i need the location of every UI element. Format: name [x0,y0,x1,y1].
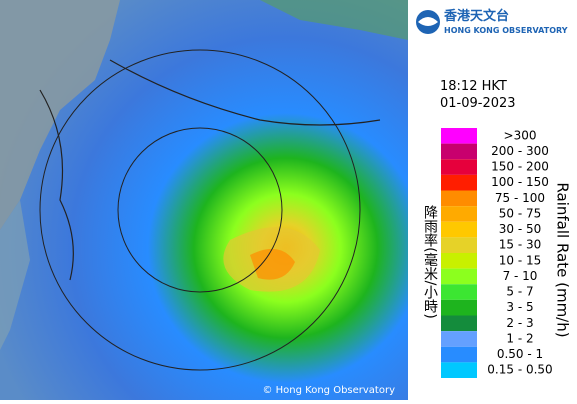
legend-label: 3 - 5 [506,300,533,314]
legend-swatch [441,284,477,300]
rain-core [250,248,295,280]
credit: © Hong Kong Observatory [262,385,395,396]
legend-swatch [441,159,477,175]
legend-label: 0.15 - 0.50 [487,363,552,377]
legend-swatch [441,190,477,207]
land [260,0,408,40]
legend-swatch [441,253,477,269]
logo: 香港天文台 HONG KONG OBSERVATORY [416,8,568,35]
legend-label: >300 [504,128,537,142]
legend-swatch [441,128,477,144]
coastline [109,59,381,126]
legend-label: 5 - 7 [506,285,533,299]
radar-map: © Hong Kong Observatory [0,0,408,400]
legend-label: 150 - 200 [491,160,549,174]
legend-swatch [441,237,477,253]
time: 18:12 HKT [440,79,507,94]
legend-swatch [441,299,477,316]
range-ring [117,127,283,293]
legend-label: 2 - 3 [506,316,533,330]
logo-icon [418,17,438,26]
legend-label: 75 - 100 [495,191,545,205]
legend-swatch [441,268,477,285]
legend-label: 10 - 15 [499,253,542,267]
legend-title-chinese: 降雨率(毫米/小時) [422,205,438,319]
legend-label: 1 - 2 [506,331,533,345]
legend-swatch [441,206,477,222]
legend-label: 15 - 30 [499,238,542,252]
coastline [39,89,74,281]
land [0,0,120,230]
range-ring [39,49,361,371]
date: 01-09-2023 [440,96,516,111]
legend-label: 200 - 300 [491,144,549,158]
legend-swatch [441,315,477,332]
legend-label: 100 - 150 [491,175,549,189]
legend-swatch [441,362,477,378]
logo-english: HONG KONG OBSERVATORY [444,26,568,35]
legend-swatch [441,331,477,347]
legend-label: 50 - 75 [499,206,542,220]
land [0,200,30,350]
legend-label: 7 - 10 [503,269,538,283]
legend-swatch [441,221,477,238]
legend-swatch [441,174,477,191]
logo-chinese: 香港天文台 [443,8,509,24]
legend-label: 0.50 - 1 [497,347,543,361]
legend-label: 30 - 50 [499,222,542,236]
legend-swatch [441,346,477,363]
legend-title-english: Rainfall Rate (mm/h) [554,182,572,337]
legend-swatch [441,143,477,160]
